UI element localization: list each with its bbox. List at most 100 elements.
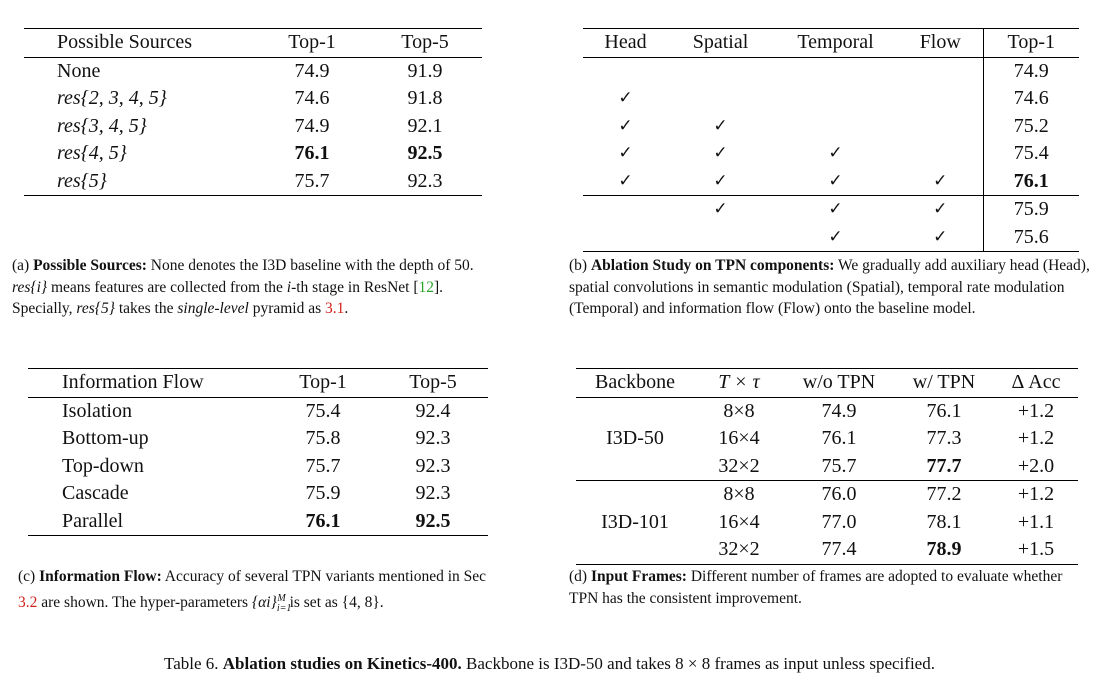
cell-with-tpn: 77.7 bbox=[926, 454, 962, 477]
table-row: 32×2 75.7 77.7 +2.0 bbox=[576, 453, 1078, 481]
row-label: res{2, 3, 4, 5} bbox=[57, 87, 167, 109]
empty-cell bbox=[898, 57, 983, 85]
empty-cell bbox=[668, 57, 773, 85]
checkmark-icon: ✓ bbox=[618, 143, 633, 163]
table-row: ✓ ✓ ✓ 75.9 bbox=[583, 195, 1079, 224]
caption-label: (a) bbox=[12, 257, 30, 274]
section-ref-link[interactable]: 3.2 bbox=[18, 593, 38, 611]
table-row: 16×4 77.0 78.1 +1.1 bbox=[576, 509, 1078, 537]
cell-without-tpn: 75.7 bbox=[821, 454, 857, 477]
row-label: Cascade bbox=[62, 482, 129, 504]
row-label: Bottom-up bbox=[62, 427, 149, 449]
cell-top5: 91.8 bbox=[407, 87, 443, 109]
header-spatial: Spatial bbox=[668, 28, 773, 58]
header-backbone: Backbone bbox=[576, 368, 694, 398]
table-number: Table 6. bbox=[164, 654, 219, 673]
cell-delta: +1.1 bbox=[1017, 510, 1055, 533]
cell-frames: 8×8 bbox=[723, 399, 755, 422]
citation-link[interactable]: 12 bbox=[418, 278, 435, 296]
empty-cell bbox=[773, 113, 898, 141]
cell-with-tpn: 77.2 bbox=[926, 483, 962, 505]
cell-top1: 75.7 bbox=[305, 454, 341, 477]
caption-title: Input Frames: bbox=[590, 568, 687, 585]
table-row: res{3, 4, 5} 74.9 92.1 bbox=[24, 113, 482, 141]
section-ref-link[interactable]: 3.1 bbox=[325, 300, 345, 317]
caption-title: Possible Sources: bbox=[33, 257, 147, 274]
table-c: Information Flow Top-1 Top-5 Isolation 7… bbox=[28, 368, 488, 536]
cell-frames: 8×8 bbox=[723, 483, 755, 505]
caption-b: (b) Ablation Study on TPN components: We… bbox=[569, 257, 1090, 317]
header-with-tpn: w/ TPN bbox=[894, 368, 994, 398]
cell-without-tpn: 77.0 bbox=[821, 510, 857, 533]
cell-with-tpn: 78.1 bbox=[926, 510, 962, 533]
backbone-cell: I3D-101 bbox=[576, 480, 694, 565]
table-c-panel: Information Flow Top-1 Top-5 Isolation 7… bbox=[28, 368, 488, 536]
empty-cell bbox=[668, 85, 773, 113]
cell-delta: +1.2 bbox=[1017, 399, 1055, 422]
backbone-cell: I3D-50 bbox=[606, 427, 664, 449]
checkmark-icon: ✓ bbox=[713, 199, 728, 219]
checkmark-icon: ✓ bbox=[773, 223, 898, 252]
cell-top5: 92.3 bbox=[415, 454, 451, 477]
table-caption-text: Backbone is I3D-50 and takes 8 × 8 frame… bbox=[461, 654, 935, 673]
cell-top1: 75.7 bbox=[256, 167, 368, 196]
checkmark-icon: ✓ bbox=[583, 167, 668, 196]
caption-d: (d) Input Frames: Different number of fr… bbox=[569, 568, 1063, 607]
row-label: Parallel bbox=[28, 507, 268, 536]
table-d: Backbone T × τ w/o TPN w/ TPN Δ Acc I3D-… bbox=[576, 368, 1078, 565]
cell-top5: 92.4 bbox=[415, 399, 451, 422]
cell-top5: 92.3 bbox=[415, 482, 451, 504]
cell-top1: 76.1 bbox=[982, 167, 1079, 196]
header-t-tau: T × τ bbox=[694, 368, 784, 398]
cell-top5: 92.3 bbox=[415, 427, 451, 449]
table-row: 32×2 77.4 78.9 +1.5 bbox=[576, 536, 1078, 565]
table-row: Parallel 76.1 92.5 bbox=[28, 507, 488, 536]
caption-label: (d) bbox=[569, 568, 588, 585]
table-d-panel: Backbone T × τ w/o TPN w/ TPN Δ Acc I3D-… bbox=[576, 368, 1078, 565]
table-row: Cascade 75.9 92.3 bbox=[28, 480, 488, 508]
header-top1: Top-1 bbox=[982, 28, 1079, 58]
header-possible-sources: Possible Sources bbox=[24, 28, 256, 58]
cell-delta: +1.5 bbox=[994, 536, 1078, 565]
cell-without-tpn: 77.4 bbox=[784, 536, 894, 565]
table-row: Bottom-up 75.8 92.3 bbox=[28, 425, 488, 453]
empty-cell bbox=[898, 85, 983, 113]
cell-top1: 75.9 bbox=[305, 482, 341, 504]
table-row: 74.9 bbox=[583, 57, 1079, 85]
checkmark-icon: ✓ bbox=[773, 167, 898, 196]
table-row: I3D-101 8×8 76.0 77.2 +1.2 bbox=[576, 480, 1078, 565]
table-row: res{2, 3, 4, 5} 74.6 91.8 bbox=[24, 85, 482, 113]
cell-with-tpn: 77.3 bbox=[926, 427, 962, 449]
caption-title: Information Flow: bbox=[39, 568, 162, 585]
row-label: res{5} bbox=[24, 167, 256, 196]
cell-top1: 76.1 bbox=[294, 142, 330, 164]
table-row: res{5} 75.7 92.3 bbox=[24, 167, 482, 196]
row-label: Top-down bbox=[62, 454, 144, 477]
cell-top1: 74.6 bbox=[982, 85, 1079, 113]
cell-top5: 92.5 bbox=[407, 142, 443, 164]
cell-delta: +2.0 bbox=[1017, 454, 1055, 477]
header-top1: Top-1 bbox=[256, 28, 368, 58]
empty-cell bbox=[898, 113, 983, 141]
header-top5: Top-5 bbox=[378, 368, 488, 398]
cell-delta: +1.2 bbox=[1017, 427, 1055, 449]
row-label: None bbox=[57, 59, 101, 82]
checkmark-icon: ✓ bbox=[618, 88, 633, 108]
table-row: Top-down 75.7 92.3 bbox=[28, 453, 488, 481]
cell-frames: 16×4 bbox=[718, 510, 760, 533]
header-information-flow: Information Flow bbox=[28, 368, 268, 398]
cell-frames: 32×2 bbox=[694, 536, 784, 565]
cell-top5: 91.9 bbox=[407, 59, 443, 82]
checkmark-icon: ✓ bbox=[668, 167, 773, 196]
cell-top1: 75.4 bbox=[305, 399, 341, 422]
empty-cell bbox=[583, 57, 668, 85]
table-row: I3D-50 8×8 74.9 76.1 +1.2 bbox=[576, 397, 1078, 450]
caption-label: (c) bbox=[18, 568, 36, 585]
cell-without-tpn: 76.0 bbox=[821, 483, 857, 505]
empty-cell bbox=[773, 85, 898, 113]
empty-cell bbox=[668, 223, 773, 252]
header-head: Head bbox=[583, 28, 668, 58]
checkmark-icon: ✓ bbox=[898, 167, 983, 196]
empty-cell bbox=[583, 196, 668, 224]
cell-with-tpn: 76.1 bbox=[926, 399, 962, 422]
